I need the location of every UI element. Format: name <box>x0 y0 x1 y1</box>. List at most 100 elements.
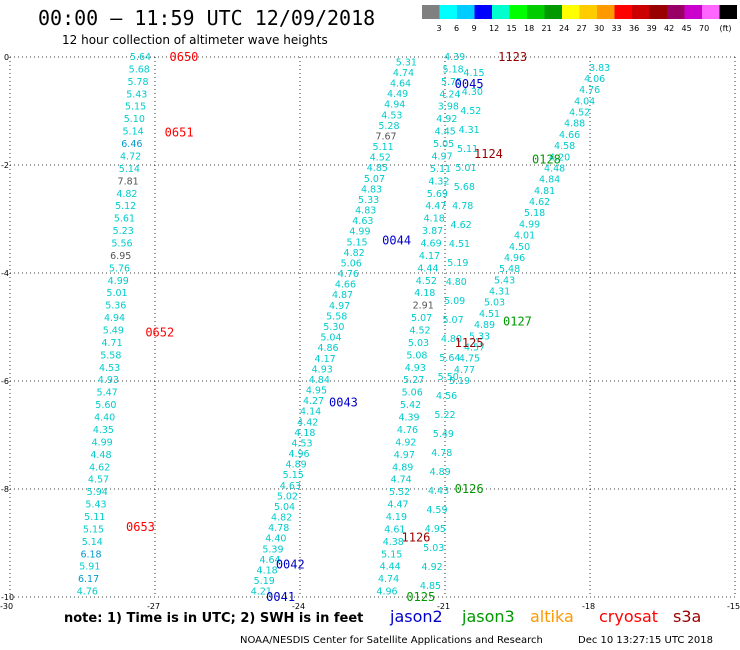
swh-value: 4.85 <box>420 581 441 592</box>
swh-value: 5.15 <box>381 549 402 560</box>
swh-value: 4.97 <box>329 301 350 312</box>
swh-value: 5.50 <box>438 372 459 383</box>
colorbar-label: 42 <box>664 24 674 33</box>
swh-value: 4.31 <box>489 287 510 298</box>
swh-value: 4.35 <box>93 425 114 436</box>
swh-value: 4.48 <box>90 450 111 461</box>
colorbar-swatch <box>474 5 492 19</box>
colorbar-label: 30 <box>594 24 604 33</box>
y-tick-label: -8 <box>1 485 9 494</box>
swh-value: 4.42 <box>297 417 318 428</box>
swh-value: 4.20 <box>549 152 570 163</box>
swh-value: 5.33 <box>358 195 379 206</box>
swh-value: 5.58 <box>100 350 121 361</box>
swh-value: 4.69 <box>420 238 441 249</box>
swh-value: 4.96 <box>504 253 525 264</box>
colorbar-swatch <box>684 5 702 19</box>
swh-value: 4.04 <box>574 96 595 107</box>
colorbar-unit: (ft) <box>720 24 732 33</box>
swh-value: 5.01 <box>106 288 127 299</box>
swh-value: 3.83 <box>589 63 610 74</box>
x-tick-label: -27 <box>147 602 160 611</box>
swh-value: 4.92 <box>436 114 457 125</box>
swh-value: 4.01 <box>514 231 535 242</box>
pass-label: 0043 <box>329 396 358 410</box>
swh-value: 5.07 <box>442 315 463 326</box>
swh-value: 4.78 <box>452 201 473 212</box>
swh-value: 4.66 <box>335 280 356 291</box>
swh-value: 4.93 <box>405 363 426 374</box>
swh-value: 5.94 <box>87 487 108 498</box>
swh-value: 5.42 <box>400 400 421 411</box>
swh-value: 4.93 <box>312 364 333 375</box>
pass-label: 0651 <box>165 126 194 140</box>
swh-value: 4.52 <box>370 153 391 164</box>
swh-value: 4.47 <box>425 201 446 212</box>
pass-label: 1124 <box>474 147 503 161</box>
swh-value: 5.33 <box>469 331 490 342</box>
swh-value: 4.99 <box>92 437 113 448</box>
swh-value: 4.44 <box>417 263 438 274</box>
swh-value: 4.80 <box>446 277 467 288</box>
colorbar-swatch <box>597 5 615 19</box>
swh-value: 4.50 <box>509 242 530 253</box>
swh-value: 4.52 <box>416 276 437 287</box>
swh-value: 5.09 <box>444 296 465 307</box>
swh-value: 4.94 <box>104 313 125 324</box>
swh-value: 4.81 <box>534 186 555 197</box>
swh-value: 4.99 <box>519 219 540 230</box>
swh-value: 4.80 <box>441 334 462 345</box>
colorbar-swatch <box>509 5 527 19</box>
pass-labels: 0650 0651 0652 0653 0045 0044 0043 0042 0041 1123… <box>126 50 561 604</box>
colorbar-swatch <box>562 5 580 19</box>
pass-label: 1126 <box>402 531 431 545</box>
swh-value: 5.03 <box>423 543 444 554</box>
colorbar-swatch <box>457 5 475 19</box>
swh-value: 4.17 <box>315 354 336 365</box>
swh-value: 5.60 <box>95 400 116 411</box>
swh-value: 4.89 <box>286 460 307 471</box>
swh-value: 4.53 <box>99 363 120 374</box>
colorbar-label: 36 <box>629 24 639 33</box>
swh-value: 5.11 <box>373 142 394 153</box>
swh-value: 4.18 <box>424 214 445 225</box>
colorbar-label: 3 <box>437 24 442 33</box>
altimeter-tracks: 5.645.685.785.435.155.105.146.464.725.14… <box>77 52 610 598</box>
colorbar-swatch <box>527 5 545 19</box>
swh-value: 4.76 <box>338 269 359 280</box>
swh-value: 4.64 <box>390 79 411 90</box>
swh-value: 4.39 <box>444 52 465 63</box>
swh-value: 4.92 <box>395 437 416 448</box>
swh-value: 5.68 <box>129 64 150 75</box>
swh-value: 4.59 <box>426 505 447 516</box>
colorbar-swatch <box>439 5 457 19</box>
swh-value: 5.18 <box>443 64 464 75</box>
swh-value: 4.84 <box>539 175 560 186</box>
pass-label: 0126 <box>455 482 484 496</box>
swh-value: 4.48 <box>544 163 565 174</box>
swh-value: 5.08 <box>406 350 427 361</box>
swh-value: 4.82 <box>271 513 292 524</box>
colorbar-label: 9 <box>472 24 477 33</box>
swh-value: 4.15 <box>463 68 484 79</box>
swh-value: 4.76 <box>579 85 600 96</box>
swh-value: 4.06 <box>584 74 605 85</box>
colorbar-swatch <box>579 5 597 19</box>
x-tick-label: -15 <box>727 602 740 611</box>
swh-value: 4.74 <box>391 475 412 486</box>
swh-value: 5.27 <box>403 375 424 386</box>
swh-value: 4.51 <box>449 239 470 250</box>
swh-value: 4.24 <box>439 89 460 100</box>
swh-value: 5.30 <box>323 322 344 333</box>
swh-value: 4.18 <box>257 565 278 576</box>
swh-value: 5.19 <box>449 376 470 387</box>
swh-value: 5.15 <box>83 524 104 535</box>
y-tick-label: 0 <box>4 53 9 62</box>
swh-value: 4.75 <box>459 354 480 365</box>
swh-value: 5.78 <box>127 77 148 88</box>
x-tick-label: -24 <box>292 602 305 611</box>
swh-value: 5.01 <box>455 163 476 174</box>
swh-value: 4.64 <box>259 555 280 566</box>
swh-value: 5.49 <box>433 429 454 440</box>
